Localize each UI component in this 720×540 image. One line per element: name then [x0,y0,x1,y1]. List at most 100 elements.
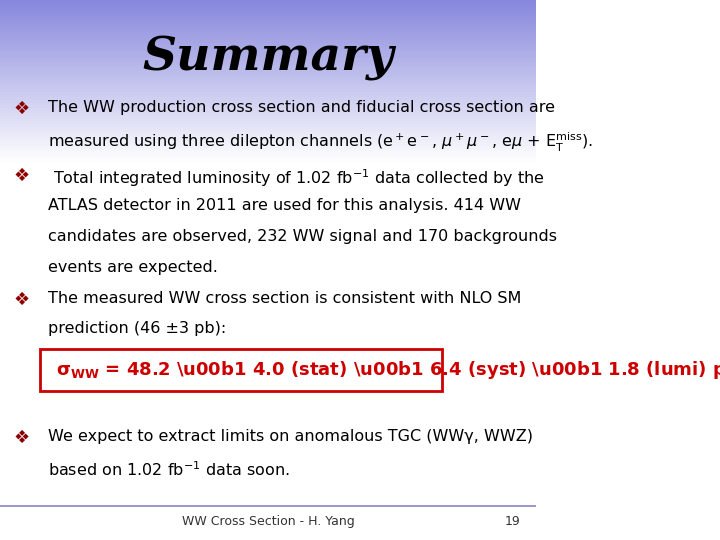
Bar [0,440,536,443]
Bar [0,14,536,16]
Bar [0,43,536,46]
Bar [0,132,536,135]
Bar [0,78,536,81]
Bar [0,159,536,162]
Bar [0,321,536,324]
Bar [0,240,536,243]
Bar [0,35,536,38]
Text: The WW production cross section and fiducial cross section are: The WW production cross section and fidu… [48,100,555,115]
Bar [0,313,536,316]
Bar [0,300,536,302]
Text: Summary: Summary [143,35,394,81]
Bar [0,316,536,319]
Bar [0,489,536,491]
Bar [0,49,536,51]
Bar [0,165,536,167]
Bar [0,262,536,265]
Bar [0,394,536,397]
Bar [0,348,536,351]
Bar [0,181,536,184]
Bar [0,516,536,518]
Bar [0,5,536,8]
Bar [0,370,536,373]
Text: ❖: ❖ [14,291,30,308]
Bar [0,130,536,132]
Bar [0,59,536,62]
Bar [0,111,536,113]
Bar [0,364,536,367]
Bar [0,254,536,256]
Bar [0,192,536,194]
Bar [0,251,536,254]
Bar [0,24,536,27]
Text: We expect to extract limits on anomalous TGC (WWγ, WWZ): We expect to extract limits on anomalous… [48,429,534,444]
Bar [0,248,536,251]
Text: ❖: ❖ [14,429,30,447]
Bar [0,513,536,516]
Bar [0,265,536,267]
Bar [0,359,536,362]
Bar [0,65,536,68]
Bar [0,40,536,43]
Bar [0,275,536,278]
Bar [0,70,536,73]
Text: events are expected.: events are expected. [48,260,218,275]
Bar [0,535,536,537]
Text: measured using three dilepton channels (e$^+$e$^-$, $\mu^+\mu^-$, e$\mu$ + E$_\m: measured using three dilepton channels (… [48,131,593,154]
Bar [0,292,536,294]
Text: The measured WW cross section is consistent with NLO SM: The measured WW cross section is consist… [48,291,521,306]
Bar [0,508,536,510]
Bar [0,289,536,292]
Bar [0,113,536,116]
Bar [0,105,536,108]
Bar [0,392,536,394]
Bar [0,19,536,22]
Bar [0,416,536,418]
Bar [0,32,536,35]
Bar [0,319,536,321]
Bar [0,497,536,500]
Bar [0,46,536,49]
Bar [0,81,536,84]
Bar [0,475,536,478]
Text: Total integrated luminosity of 1.02 fb$^{-1}$ data collected by the: Total integrated luminosity of 1.02 fb$^… [48,167,545,189]
Bar [0,297,536,300]
Bar [0,103,536,105]
Bar [0,327,536,329]
Bar [0,408,536,410]
Bar [0,16,536,19]
Bar [0,0,536,3]
Bar [0,429,536,432]
Bar [0,405,536,408]
Bar [0,173,536,176]
Bar [0,351,536,354]
Bar [0,184,536,186]
Bar [0,400,536,402]
Text: ❖: ❖ [14,167,30,185]
Bar [0,491,536,494]
Bar [0,273,536,275]
Bar [0,402,536,405]
Bar [0,354,536,356]
Bar [0,397,536,400]
Bar [0,294,536,297]
Bar [0,418,536,421]
Bar [0,167,536,170]
Bar [0,529,536,532]
Bar [0,22,536,24]
Bar [0,259,536,262]
Bar [0,267,536,270]
Bar [0,84,536,86]
Bar [0,186,536,189]
Bar [0,437,536,440]
Bar [0,308,536,310]
Text: candidates are observed, 232 WW signal and 170 backgrounds: candidates are observed, 232 WW signal a… [48,229,557,244]
Bar [0,68,536,70]
Bar [0,8,536,11]
Bar [0,389,536,392]
Bar [0,281,536,284]
Bar [0,216,536,219]
Bar [0,340,536,343]
Bar [0,381,536,383]
Text: based on 1.02 fb$^{-1}$ data soon.: based on 1.02 fb$^{-1}$ data soon. [48,460,290,479]
